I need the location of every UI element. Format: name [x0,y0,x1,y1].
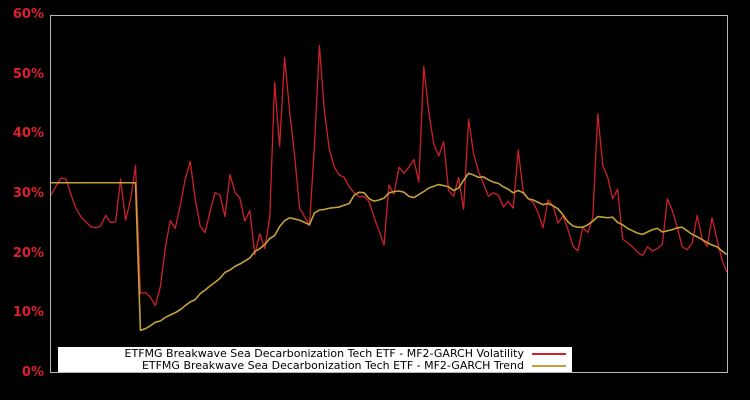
y-tick-60: 60% [12,7,44,22]
legend-line-sample-trend [532,364,566,367]
legend-label-trend: ETFMG Breakwave Sea Decarbonization Tech… [141,358,524,372]
y-tick-30: 30% [12,186,44,201]
legend-label-volatility: ETFMG Breakwave Sea Decarbonization Tech… [124,346,524,360]
y-tick-40: 40% [12,126,44,141]
legend-entry-trend: ETFMG Breakwave Sea Decarbonization Tech… [58,358,572,372]
line-volatility [51,44,727,307]
y-tick-20: 20% [12,246,44,261]
plot-area [50,15,728,373]
y-tick-10: 10% [12,305,44,320]
line-trend [51,172,727,332]
legend-line-sample-volatility [532,352,566,355]
legend-box: ETFMG Breakwave Sea Decarbonization Tech… [58,347,572,372]
y-tick-50: 50% [12,67,44,82]
y-tick-0: 0% [21,365,44,380]
plot-svg [51,44,727,332]
legend-entry-volatility: ETFMG Breakwave Sea Decarbonization Tech… [58,346,572,360]
